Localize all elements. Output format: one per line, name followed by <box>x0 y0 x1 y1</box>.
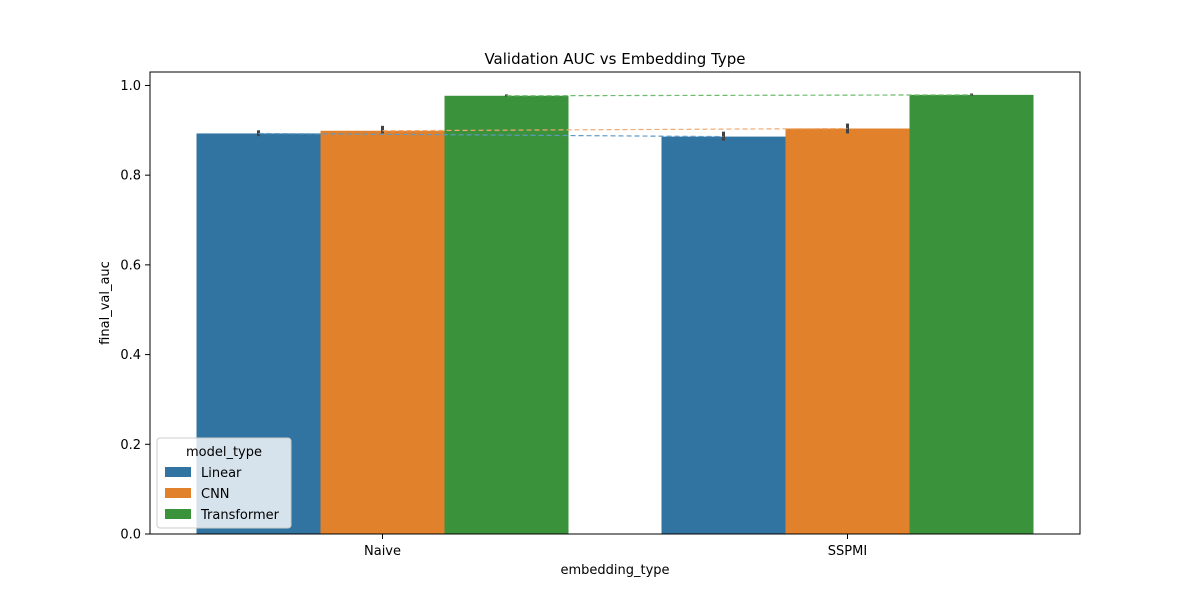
trend-line-transformer <box>506 94 972 97</box>
y-tick-label: 0.2 <box>120 438 141 453</box>
legend-label-transformer: Transformer <box>200 508 280 523</box>
y-tick-label: 0.8 <box>120 169 141 184</box>
y-tick-label: 0.4 <box>120 348 141 363</box>
bar-linear-sspmi <box>661 136 786 535</box>
bar-transformer-sspmi <box>909 94 1034 534</box>
legend-box <box>156 437 292 529</box>
trend-line-linear <box>258 132 724 138</box>
chart-title: Validation AUC vs Embedding Type <box>484 50 745 68</box>
x-axis-label: embedding_type <box>560 563 669 578</box>
legend-swatch-linear <box>165 467 191 477</box>
plot-frame <box>149 71 1081 535</box>
trend-line-cnn <box>382 127 848 132</box>
bar-transformer-naive <box>444 95 569 534</box>
legend-title: model_type <box>186 445 262 460</box>
y-tick-label: 1.0 <box>120 79 141 94</box>
legend-swatch-transformer <box>165 509 191 519</box>
legend-label-linear: Linear <box>201 466 242 481</box>
legend-label-cnn: CNN <box>201 487 230 502</box>
bar-cnn-sspmi <box>785 128 910 534</box>
legend-swatch-cnn <box>165 488 191 498</box>
bar-cnn-naive <box>320 130 445 534</box>
y-tick-label: 0.6 <box>120 258 141 273</box>
y-axis-label: final_val_auc <box>98 261 113 345</box>
x-tick-label-naive: Naive <box>364 544 401 559</box>
x-tick-label-sspmi: SSPMI <box>828 544 867 559</box>
y-tick-label: 0.0 <box>120 528 141 543</box>
